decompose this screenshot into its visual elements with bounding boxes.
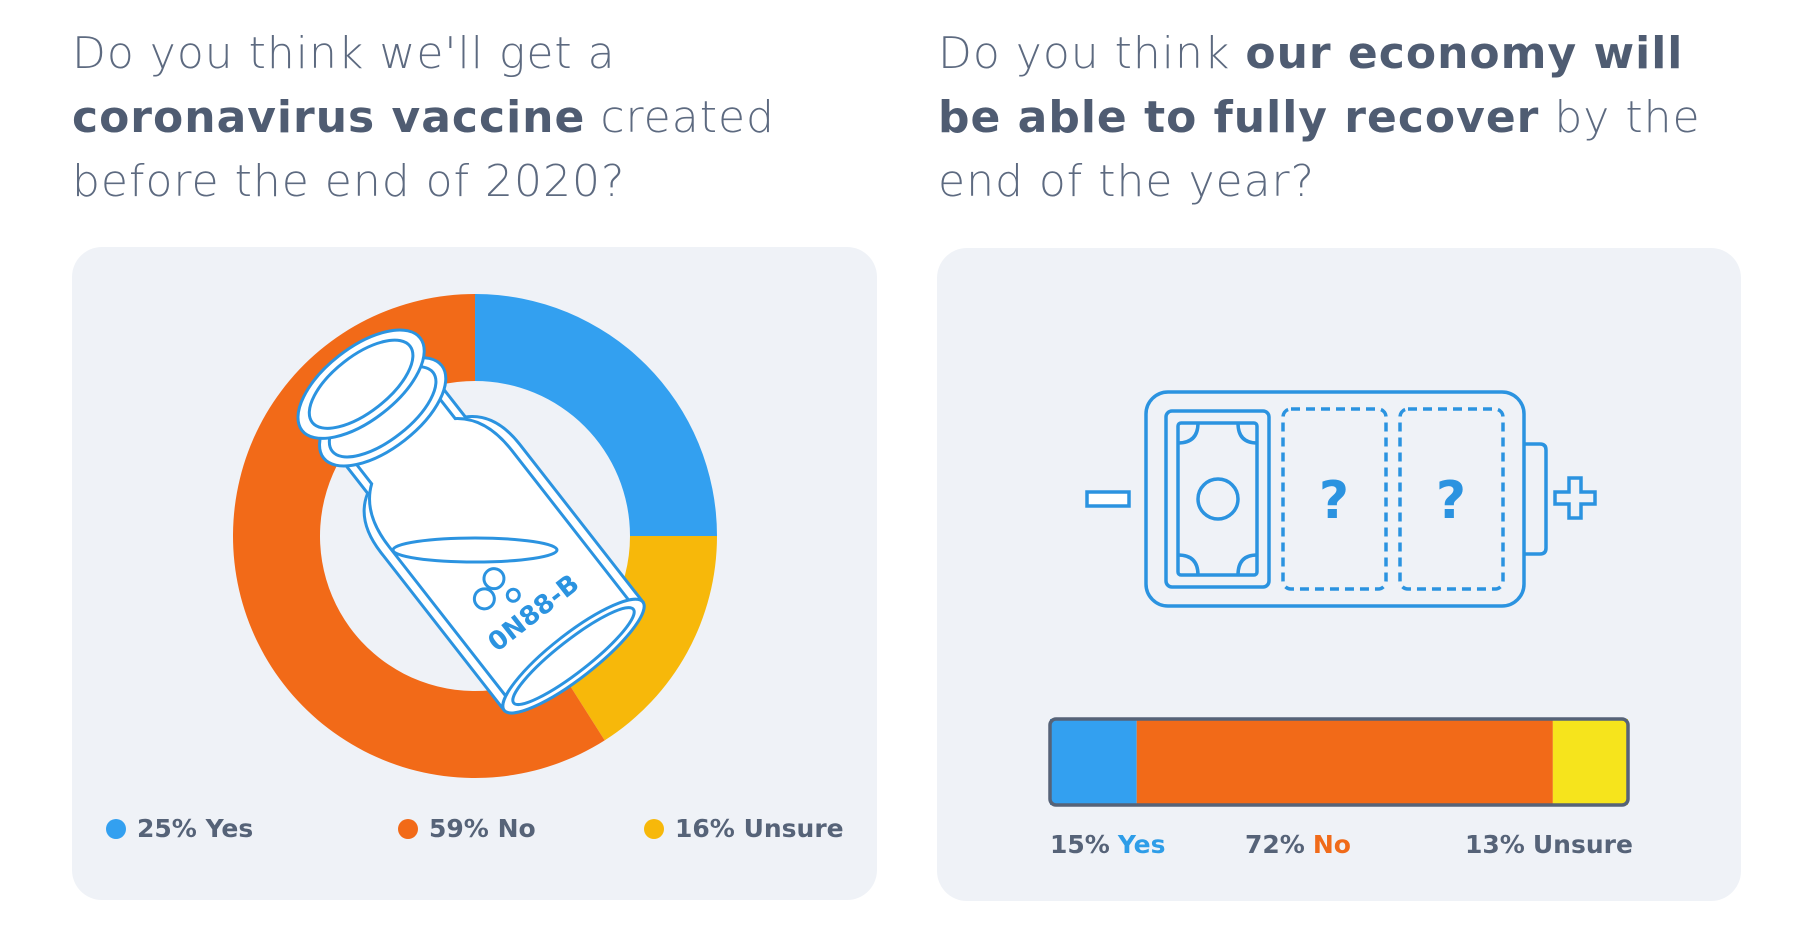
vaccine-question-pre: Do you think we'll get a [72, 28, 616, 79]
bar-segment-unsure [1552, 719, 1628, 805]
donut-legend-yes: 25% Yes [106, 814, 253, 843]
bar-legend-yes-label: Yes [1117, 830, 1166, 859]
bar-legend-unsure: 13% Unsure [1465, 830, 1641, 859]
stacked-bar-outline [1048, 717, 1630, 807]
bar-legend-no-pct: 72% [1245, 830, 1305, 859]
bar-legend-yes: 15% Yes [1050, 830, 1174, 859]
economy-question-pre: Do you think [938, 28, 1231, 79]
donut-legend-yes-pct: 25% [137, 814, 197, 843]
bar-legend-unsure-pct: 13% [1465, 830, 1525, 859]
minus-icon [1085, 490, 1131, 508]
plus-icon [1553, 476, 1597, 520]
battery-slot-question-2: ? [1436, 471, 1466, 531]
banknote-icon [1164, 409, 1271, 589]
battery-slot-empty-2 [1398, 407, 1505, 591]
bar-legend-unsure-label: Unsure [1532, 830, 1633, 859]
legend-dot-yes [106, 818, 126, 839]
donut-legend-no-label: No [497, 814, 536, 843]
vaccine-question-post2: before the end of 2020? [72, 156, 626, 207]
legend-dot-unsure [644, 818, 664, 839]
donut-legend-unsure: 16% Unsure [644, 814, 844, 843]
economy-question-bold1: our economy will [1245, 28, 1684, 79]
donut-legend-no-pct: 59% [429, 814, 489, 843]
donut-legend-yes-label: Yes [205, 814, 254, 843]
economy-question-post2: end of the year? [938, 156, 1315, 207]
vaccine-question: Do you think we'll get a coronavirus vac… [72, 22, 872, 214]
vaccine-question-bold: coronavirus vaccine [72, 92, 586, 143]
bar-legend-no: 72% No [1245, 830, 1359, 859]
bar-segment-no [1136, 719, 1553, 805]
donut-slice-unsure [558, 536, 717, 741]
vaccine-vial-icon: 0N88-B [296, 328, 646, 715]
donut-legend-unsure-label: Unsure [743, 814, 844, 843]
economy-question-post1: by the [1554, 92, 1701, 143]
vaccine-question-post1: created [600, 92, 775, 143]
donut-legend-no: 59% No [398, 814, 536, 843]
battery-slot-question-1: ? [1319, 471, 1349, 531]
donut-slice-yes [475, 294, 717, 536]
donut-legend-unsure-pct: 16% [675, 814, 735, 843]
bar-segment-yes [1050, 719, 1137, 805]
legend-dot-no [398, 818, 418, 839]
economy-question: Do you think our economy will be able to… [938, 22, 1738, 214]
bar-legend-yes-pct: 15% [1050, 830, 1110, 859]
bar-legend-no-label: No [1312, 830, 1351, 859]
battery-slot-empty-1 [1281, 407, 1388, 591]
economy-question-bold2: be able to fully recover [938, 92, 1540, 143]
